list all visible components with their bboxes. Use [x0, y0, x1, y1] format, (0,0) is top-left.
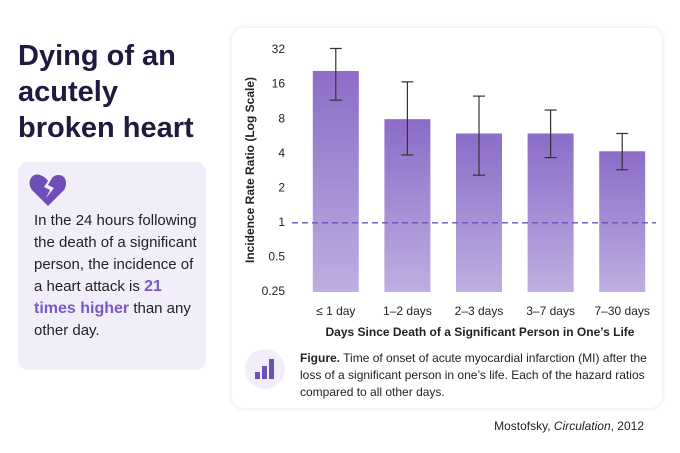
y-tick-label: 1 [278, 215, 285, 229]
x-tick-label: ≤ 1 day [316, 304, 355, 318]
y-tick-label: 16 [272, 77, 286, 91]
x-tick-label: 2–3 days [455, 304, 504, 318]
bar [312, 71, 359, 292]
figure-icon [255, 372, 260, 379]
callout-highlight: 21 times higher [34, 278, 162, 317]
callout-before: In the 24 hours following the death of a… [34, 212, 197, 295]
x-tick-label: 3–7 days [526, 304, 575, 318]
citation-year: , 2012 [610, 419, 644, 433]
caption: Figure. Time of onset of acute myocardia… [300, 350, 650, 401]
figure-icon [262, 366, 267, 379]
caption-text: Time of onset of acute myocardial infarc… [300, 351, 647, 399]
caption-label: Figure. [300, 351, 341, 365]
y-tick-label: 2 [278, 180, 285, 194]
callout-after: than any other day. [34, 300, 191, 339]
citation: Mostofsky, Circulation, 2012 [494, 419, 644, 433]
y-axis-label: Incidence Rate Ratio (Log Scale) [243, 77, 257, 263]
citation-author: Mostofsky, [494, 419, 551, 433]
y-tick-label: 0.25 [262, 284, 286, 298]
x-tick-label: 7–30 days [595, 304, 650, 318]
y-tick-label: 32 [272, 42, 286, 56]
chart-card [232, 28, 662, 408]
callout-text: In the 24 hours following the death of a… [34, 210, 202, 342]
headline: Dying of an acutely broken heart [18, 40, 194, 144]
x-axis-label: Days Since Death of a Significant Person… [326, 325, 635, 339]
x-tick-label: 1–2 days [383, 304, 432, 318]
broken-heart-icon [29, 174, 66, 206]
figure-icon [269, 359, 274, 379]
y-tick-label: 0.5 [268, 250, 285, 264]
y-tick-label: 8 [278, 111, 285, 125]
citation-journal: Circulation [553, 419, 611, 433]
y-tick-label: 4 [278, 146, 285, 160]
callout-card: In the 24 hours following the death of a… [18, 162, 206, 370]
bar [527, 133, 574, 292]
bar [599, 151, 646, 292]
